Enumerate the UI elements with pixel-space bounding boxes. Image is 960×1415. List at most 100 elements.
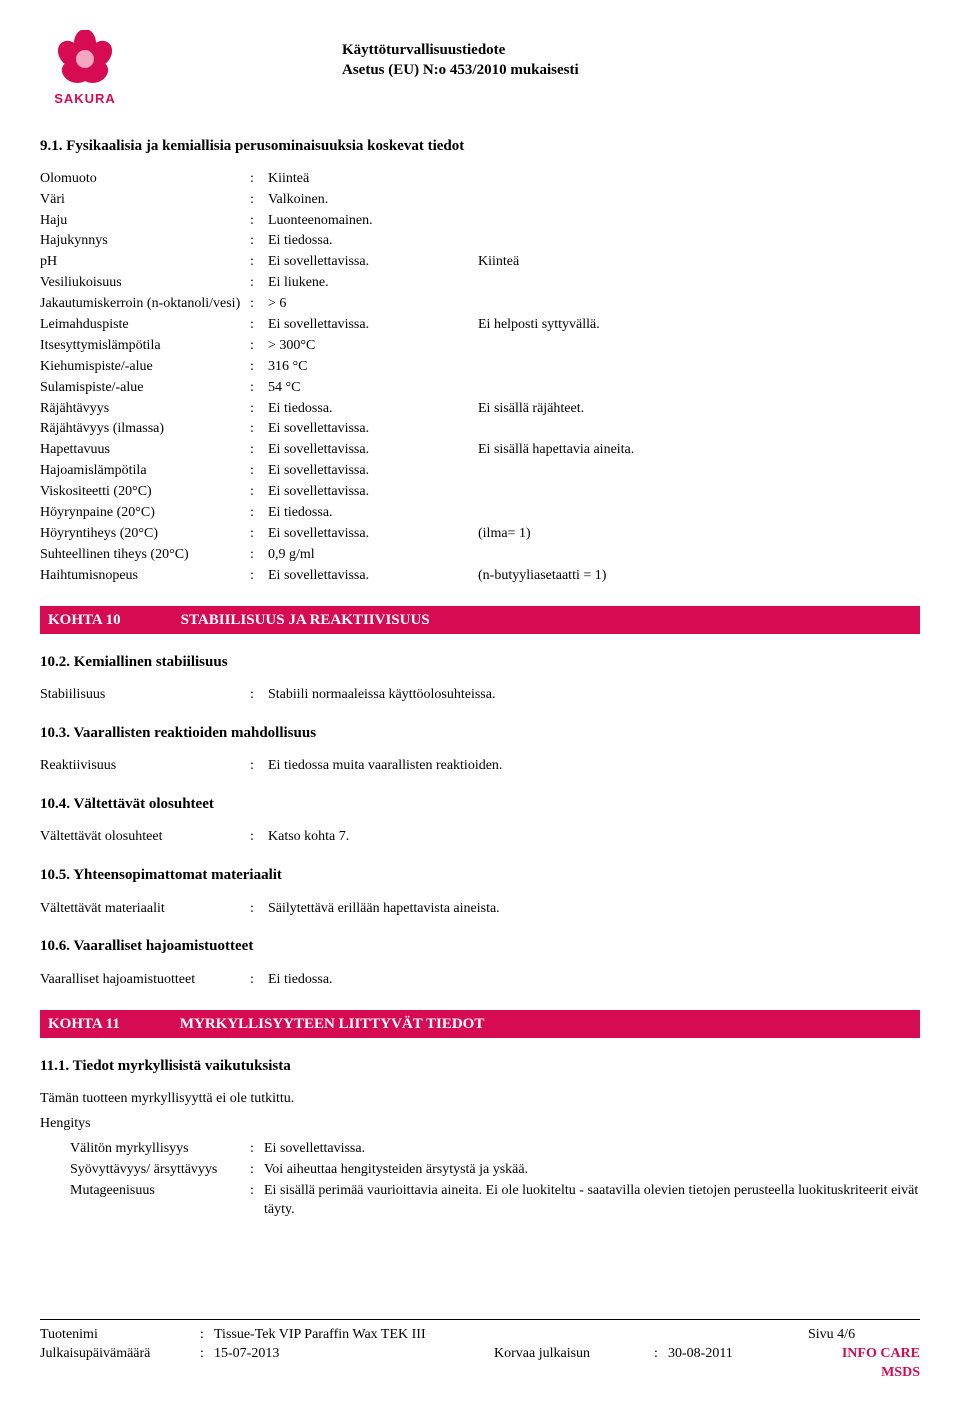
section-103-row: Reaktiivisuus : Ei tiedossa muita vaaral… — [40, 757, 920, 776]
property-extra: (n-butyyliasetaatti = 1) — [474, 567, 920, 586]
property-value: Ei sovellettavissa. — [264, 483, 474, 502]
footer-product-value: Tissue-Tek VIP Paraffin Wax TEK III — [214, 1326, 494, 1345]
section-105-heading: 10.5. Yhteensopimattomat materiaalit — [40, 865, 920, 885]
property-value: > 300°C — [264, 337, 474, 356]
property-label: Hajoamislämpötila — [40, 462, 250, 481]
property-value: Ei sovellettavissa. — [264, 462, 474, 481]
section-111-intro: Tämän tuotteen myrkyllisyyttä ei ole tut… — [40, 1090, 920, 1109]
property-label: Hapettavuus — [40, 441, 250, 460]
property-value: Kiinteä — [264, 170, 474, 189]
footer-page: Sivu 4/6 — [808, 1326, 920, 1345]
page-footer: Tuotenimi : Tissue-Tek VIP Paraffin Wax … — [40, 1319, 920, 1383]
property-value: Ei sovellettavissa. — [264, 525, 474, 544]
kohta-11-bar: KOHTA 11 MYRKYLLISYYTEEN LIITTYVÄT TIEDO… — [40, 1010, 920, 1038]
property-extra: Ei helposti syttyvällä. — [474, 316, 920, 335]
property-label: Sulamispiste/-alue — [40, 379, 250, 398]
footer-date-value: 15-07-2013 — [214, 1345, 494, 1383]
section-111-heading: 11.1. Tiedot myrkyllisistä vaikutuksista — [40, 1056, 920, 1076]
footer-replaces-label: Korvaa julkaisun — [494, 1345, 654, 1383]
footer-replaces-value: 30-08-2011 — [668, 1345, 808, 1383]
tox-label: Välitön myrkyllisyys — [70, 1140, 250, 1159]
avoid-materials-label: Vältettävät materiaalit — [40, 900, 250, 919]
hengitys-label: Hengitys — [40, 1115, 920, 1134]
property-label: Kiehumispiste/-alue — [40, 358, 250, 377]
property-extra — [474, 191, 920, 210]
property-label: Olomuoto — [40, 170, 250, 189]
property-extra — [474, 232, 920, 251]
property-extra — [474, 358, 920, 377]
document-title: Käyttöturvallisuustiedote Asetus (EU) N:… — [342, 40, 579, 81]
reactivity-label: Reaktiivisuus — [40, 757, 250, 776]
kohta-10-label: KOHTA 10 — [48, 610, 121, 630]
section-103-heading: 10.3. Vaarallisten reaktioiden mahdollis… — [40, 723, 920, 743]
decomp-products-label: Vaaralliset hajoamistuotteet — [40, 971, 250, 990]
property-label: Haihtumisnopeus — [40, 567, 250, 586]
property-label: Itsesyttymislämpötila — [40, 337, 250, 356]
property-extra: (ilma= 1) — [474, 525, 920, 544]
doc-title-line2: Asetus (EU) N:o 453/2010 mukaisesti — [342, 60, 579, 80]
brand-logo: SAKURA — [40, 30, 130, 108]
section-102-heading: 10.2. Kemiallinen stabiilisuus — [40, 652, 920, 672]
property-value: > 6 — [264, 295, 474, 314]
property-label: Hajukynnys — [40, 232, 250, 251]
section-91-heading: 9.1. Fysikaalisia ja kemiallisia perusom… — [40, 136, 920, 156]
avoid-conditions-label: Vältettävät olosuhteet — [40, 828, 250, 847]
section-102-row: Stabiilisuus : Stabiili normaaleissa käy… — [40, 686, 920, 705]
sakura-flower-icon — [50, 30, 120, 88]
property-extra — [474, 379, 920, 398]
property-value: Ei tiedossa. — [264, 400, 474, 419]
property-extra — [474, 274, 920, 293]
tox-value: Voi aiheuttaa hengitysteiden ärsytystä j… — [264, 1161, 920, 1180]
property-value: Ei tiedossa. — [264, 504, 474, 523]
property-extra — [474, 212, 920, 231]
tox-label: Syövyttävyys/ ärsyttävyys — [70, 1161, 250, 1180]
property-value: 0,9 g/ml — [264, 546, 474, 565]
properties-table: Olomuoto:KiinteäVäri:Valkoinen.Haju:Luon… — [40, 170, 920, 586]
property-label: Leimahduspiste — [40, 316, 250, 335]
brand-name: SAKURA — [54, 90, 116, 108]
tox-value: Ei sovellettavissa. — [264, 1140, 920, 1159]
section-104-heading: 10.4. Vältettävät olosuhteet — [40, 794, 920, 814]
property-value: Ei tiedossa. — [264, 232, 474, 251]
document-header: SAKURA Käyttöturvallisuustiedote Asetus … — [40, 30, 920, 108]
property-value: Ei sovellettavissa. — [264, 420, 474, 439]
property-label: Jakautumiskerroin (n-oktanoli/vesi) — [40, 295, 250, 314]
section-106-heading: 10.6. Vaaralliset hajoamistuotteet — [40, 936, 920, 956]
property-value: Luonteenomainen. — [264, 212, 474, 231]
kohta-11-label: KOHTA 11 — [48, 1014, 120, 1034]
footer-date-label: Julkaisupäivämäärä — [40, 1345, 200, 1383]
kohta-10-title: STABIILISUUS JA REAKTIIVISUUS — [181, 610, 430, 630]
doc-title-line1: Käyttöturvallisuustiedote — [342, 40, 579, 60]
property-value: Ei sovellettavissa. — [264, 441, 474, 460]
stability-label: Stabiilisuus — [40, 686, 250, 705]
property-value: 54 °C — [264, 379, 474, 398]
property-extra — [474, 295, 920, 314]
property-extra: Kiinteä — [474, 253, 920, 272]
property-value: Valkoinen. — [264, 191, 474, 210]
property-extra: Ei sisällä räjähteet. — [474, 400, 920, 419]
property-label: Höyryntiheys (20°C) — [40, 525, 250, 544]
property-value: Ei liukene. — [264, 274, 474, 293]
property-label: Suhteellinen tiheys (20°C) — [40, 546, 250, 565]
property-label: Haju — [40, 212, 250, 231]
property-label: Vesiliukoisuus — [40, 274, 250, 293]
property-label: Räjähtävyys — [40, 400, 250, 419]
decomp-products-value: Ei tiedossa. — [264, 971, 920, 990]
kohta-10-bar: KOHTA 10 STABIILISUUS JA REAKTIIVISUUS — [40, 606, 920, 634]
section-104-row: Vältettävät olosuhteet : Katso kohta 7. — [40, 828, 920, 847]
property-value: Ei sovellettavissa. — [264, 316, 474, 335]
avoid-materials-value: Säilytettävä erillään hapettavista ainei… — [264, 900, 920, 919]
section-106-row: Vaaralliset hajoamistuotteet : Ei tiedos… — [40, 971, 920, 990]
property-extra — [474, 420, 920, 439]
reactivity-value: Ei tiedossa muita vaarallisten reaktioid… — [264, 757, 920, 776]
property-extra — [474, 337, 920, 356]
footer-product-label: Tuotenimi — [40, 1326, 200, 1345]
tox-label: Mutageenisuus — [70, 1182, 250, 1220]
property-label: Viskositeetti (20°C) — [40, 483, 250, 502]
property-label: Räjähtävyys (ilmassa) — [40, 420, 250, 439]
property-value: 316 °C — [264, 358, 474, 377]
section-105-row: Vältettävät materiaalit : Säilytettävä e… — [40, 900, 920, 919]
stability-value: Stabiili normaaleissa käyttöolosuhteissa… — [264, 686, 920, 705]
property-extra — [474, 546, 920, 565]
property-extra — [474, 462, 920, 481]
